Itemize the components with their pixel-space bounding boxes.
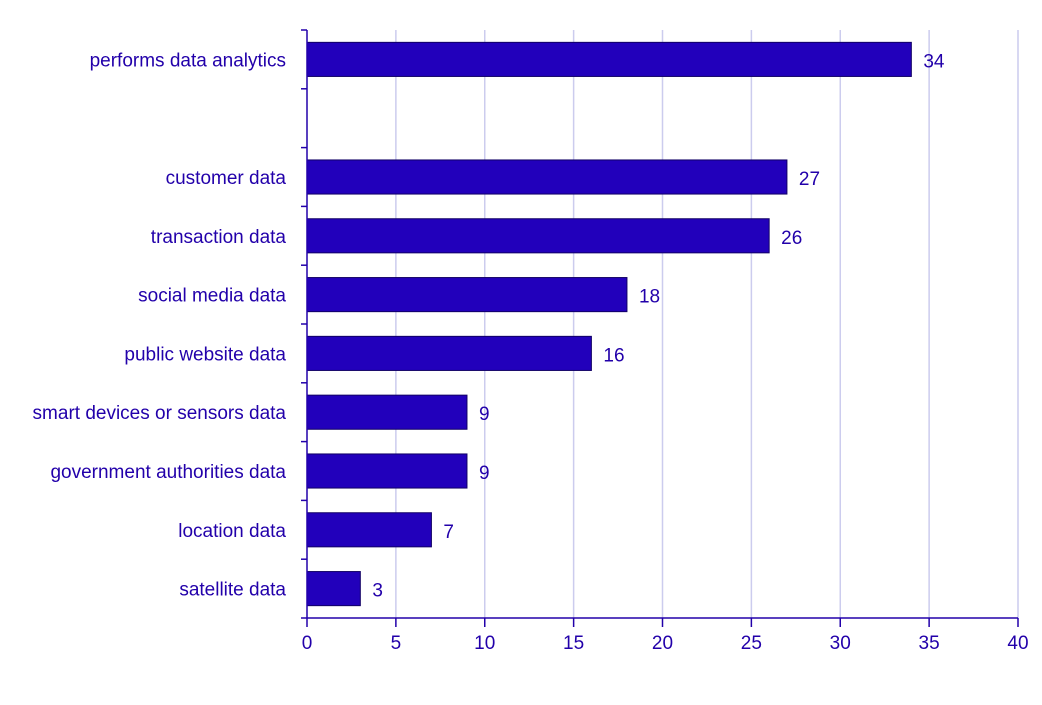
gridlines [395,30,1019,618]
category-label: government authorities data [50,462,286,483]
value-label: 26 [781,228,802,249]
bar [306,41,912,77]
x-tick-labels: 0 5 10 15 20 25 30 35 40 [302,633,1029,654]
bar [306,571,361,607]
value-label: 18 [639,287,660,308]
bars [306,41,912,607]
value-label: 34 [923,51,945,72]
value-label: 9 [479,463,490,484]
category-label: performs data analytics [90,50,286,71]
x-tick-label: 15 [563,633,584,654]
bar [306,277,628,313]
bar [306,335,592,371]
x-tick-label: 10 [474,633,495,654]
category-label: transaction data [151,227,287,248]
x-tick-label: 20 [652,633,673,654]
x-tick-label: 30 [830,633,851,654]
value-label: 7 [443,522,454,543]
bar [306,453,468,489]
category-label: social media data [138,286,286,307]
category-label: smart devices or sensors data [33,403,287,424]
x-tick-label: 25 [741,633,762,654]
value-label: 9 [479,404,490,425]
value-labels: 34 27 26 18 16 9 9 7 3 [372,51,945,601]
category-label: public website data [124,344,286,365]
category-label: customer data [166,168,287,189]
x-tick-label: 5 [391,633,402,654]
category-labels: performs data analytics customer data tran… [33,50,287,600]
bar [306,159,788,195]
x-tick-label: 0 [302,633,313,654]
category-label: satellite data [179,580,286,601]
x-tick-label: 35 [919,633,940,654]
bar [306,394,468,430]
value-label: 16 [603,345,624,366]
bar [306,512,432,548]
x-tick-label: 40 [1007,633,1028,654]
value-label: 3 [372,581,383,602]
bar [306,218,770,254]
category-label: location data [178,521,286,542]
axes [301,29,1019,627]
value-label: 27 [799,169,820,190]
